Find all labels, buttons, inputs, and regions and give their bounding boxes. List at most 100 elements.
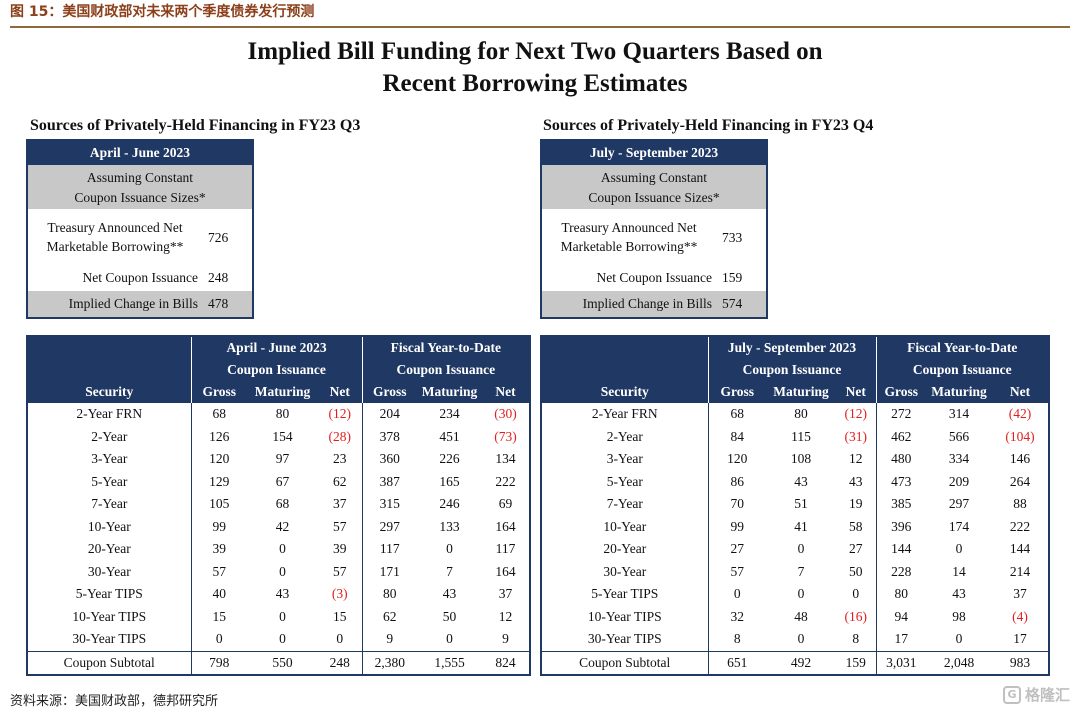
implied-label: Implied Change in Bills xyxy=(582,296,712,311)
fytd-net-cell: 12 xyxy=(498,608,513,624)
security-cell: Coupon Subtotal xyxy=(28,650,191,674)
gross-cell: 15 xyxy=(190,605,247,628)
period-header: April - June 2023 xyxy=(190,337,363,359)
net-cell: 27 xyxy=(849,541,863,557)
gross-cell: 0 xyxy=(190,628,247,651)
fytd-net-cell: (42) xyxy=(1008,406,1032,422)
security-cell: 7-Year xyxy=(606,496,643,512)
security-cell: 2-Year FRN xyxy=(591,406,658,422)
fytd-gross-cell: 2,380 xyxy=(361,650,418,674)
fytd-header: Fiscal Year-to-Date xyxy=(361,337,530,359)
net-cell: (28) xyxy=(328,428,352,444)
security-header: Security xyxy=(542,381,708,403)
subtotal-row: Coupon Subtotal 798 550 248 2,380 1,555 824 xyxy=(28,650,530,674)
gross-cell: 57 xyxy=(707,560,766,583)
table-row: 5-Year TIPS 0 0 0 80 43 37 xyxy=(542,583,1048,606)
fytd-maturing-cell: 0 xyxy=(446,631,453,647)
fytd-net-cell: 824 xyxy=(482,650,530,674)
fytd-header: Fiscal Year-to-Date xyxy=(875,337,1049,359)
fytd-maturing-cell: 566 xyxy=(948,428,970,444)
fytd-maturing-cell: 0 xyxy=(446,541,453,557)
summary-period: April - June 2023 xyxy=(28,141,252,165)
gross-header: Gross xyxy=(707,381,766,403)
table-row: 20-Year 39 0 39 117 0 117 xyxy=(28,538,529,561)
net-cell: 248 xyxy=(318,650,363,674)
fytd-gross-cell: 378 xyxy=(361,425,418,448)
fytd-gross-cell: 204 xyxy=(361,403,418,426)
table-row: 30-Year TIPS 0 0 0 9 0 9 xyxy=(28,628,529,651)
fytd-net-cell: 17 xyxy=(1013,631,1027,647)
table-row: 2-Year FRN 68 80 (12) 204 234 (30) xyxy=(28,403,529,426)
gross-cell: 40 xyxy=(190,583,247,606)
maturing-cell: 7 xyxy=(797,563,805,579)
net-cell: 50 xyxy=(849,563,863,579)
fytd-gross-cell: 387 xyxy=(361,470,418,493)
fytd-maturing-cell: 314 xyxy=(948,406,970,422)
security-cell: 3-Year xyxy=(91,451,128,467)
security-cell: 5-Year xyxy=(91,473,128,489)
blank-header xyxy=(542,337,708,359)
fytd-gross-cell: 80 xyxy=(361,583,418,606)
fytd-gross-cell: 272 xyxy=(875,403,926,426)
table-row: 2-Year 126 154 (28) 378 451 (73) xyxy=(28,425,529,448)
fytd-gross-cell: 228 xyxy=(875,560,926,583)
fytd-maturing-cell: 50 xyxy=(442,608,457,624)
security-cell: 10-Year TIPS xyxy=(72,608,147,624)
fytd-gross-cell: 462 xyxy=(875,425,926,448)
net-cell: 0 xyxy=(852,586,860,602)
logo-icon: G xyxy=(1002,685,1021,704)
security-cell: Coupon Subtotal xyxy=(542,650,708,674)
security-cell: 3-Year xyxy=(606,451,643,467)
fytd-maturing-cell: 334 xyxy=(948,451,970,467)
gross-header: Gross xyxy=(361,381,418,403)
maturing-header: Maturing xyxy=(926,381,992,403)
borrowing-label-line2: Marketable Borrowing** xyxy=(46,239,184,254)
security-header: Security xyxy=(28,381,191,403)
maturing-cell: 80 xyxy=(794,406,808,422)
fytd-gross-cell: 480 xyxy=(875,448,926,471)
table-row: 30-Year 57 7 50 228 14 214 xyxy=(542,560,1048,583)
fytd-net-cell: (30) xyxy=(494,406,517,422)
fytd-net-cell: 222 xyxy=(1009,518,1031,534)
security-cell: 10-Year xyxy=(87,518,131,534)
fytd-net-cell: (104) xyxy=(1005,428,1035,444)
summary-implied-row: Implied Change in Bills 574 xyxy=(542,291,766,317)
fytd-maturing-cell: 98 xyxy=(952,608,966,624)
borrowing-label-line2: Marketable Borrowing** xyxy=(560,239,698,254)
net-cell: 57 xyxy=(333,563,347,579)
net-cell: 19 xyxy=(849,496,863,512)
net-cell: 57 xyxy=(333,518,347,534)
net-header: Net xyxy=(318,381,363,403)
fytd-net-cell: 164 xyxy=(495,518,516,534)
blank-header xyxy=(28,359,191,381)
fytd-maturing-cell: 0 xyxy=(955,541,963,557)
gross-cell: 126 xyxy=(190,425,247,448)
watermark-logo: G 格隆汇 xyxy=(1002,684,1070,705)
fytd-net-cell: 144 xyxy=(1009,541,1031,557)
maturing-cell: 42 xyxy=(275,518,290,534)
maturing-header: Maturing xyxy=(417,381,483,403)
table-row: 10-Year 99 41 58 396 174 222 xyxy=(542,515,1048,538)
table-row: 10-Year 99 42 57 297 133 164 xyxy=(28,515,529,538)
net-cell: (16) xyxy=(844,608,868,624)
main-title-line2: Recent Borrowing Estimates xyxy=(382,70,688,97)
security-cell: 5-Year TIPS xyxy=(75,586,143,602)
gross-cell: 84 xyxy=(707,425,766,448)
security-cell: 20-Year xyxy=(603,541,647,557)
fytd-maturing-cell: 0 xyxy=(955,631,963,647)
fytd-net-cell: 264 xyxy=(1009,473,1031,489)
maturing-cell: 115 xyxy=(791,428,811,444)
fytd-gross-cell: 396 xyxy=(875,515,926,538)
gross-cell: 99 xyxy=(707,515,766,538)
maturing-cell: 0 xyxy=(797,586,805,602)
net-header: Net xyxy=(836,381,876,403)
fytd-net-cell: 37 xyxy=(498,586,513,602)
gross-cell: 120 xyxy=(707,448,766,471)
gross-cell: 57 xyxy=(190,560,247,583)
gross-cell: 32 xyxy=(707,605,766,628)
logo-text: 格隆汇 xyxy=(1024,686,1070,704)
table-row: 30-Year 57 0 57 171 7 164 xyxy=(28,560,529,583)
borrowing-label-line1: Treasury Announced Net xyxy=(47,220,183,235)
gross-cell: 105 xyxy=(190,493,247,516)
fytd-maturing-cell: 1,555 xyxy=(417,650,483,674)
